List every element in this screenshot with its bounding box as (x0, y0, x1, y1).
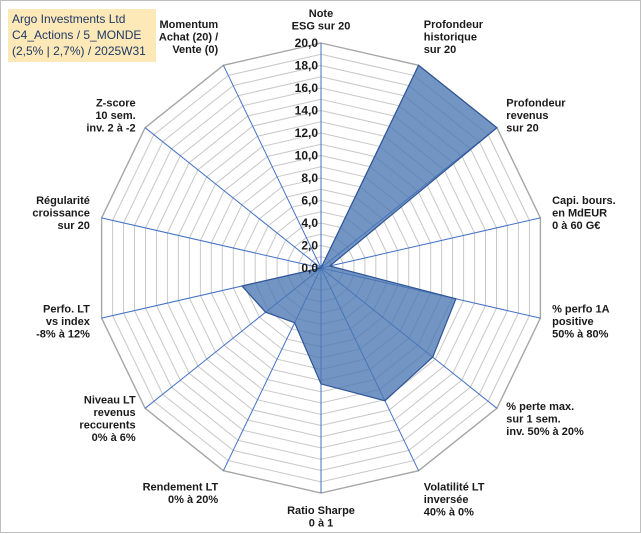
fund-name: Argo Investments Ltd (12, 12, 126, 26)
tick-label: 18,0 (295, 59, 319, 73)
tick-label: 20,0 (295, 36, 319, 50)
axis-label: % perfo 1A positive 50% à 80% (552, 303, 610, 340)
axis-label: Momentum Achat (20) / Vente (0) (159, 19, 219, 56)
tick-label: 2,0 (301, 239, 318, 253)
tick-label: 0,0 (301, 261, 318, 275)
tick-label: 8,0 (301, 171, 318, 185)
axis-spoke (101, 217, 322, 269)
axis-label: Z-score 10 sem. inv. 2 à -2 (86, 98, 135, 135)
fund-period: (2,5% | 2,7%) / 2025W31 (12, 44, 146, 58)
fund-info-box: Argo Investments Ltd C4_Actions / 5_MOND… (8, 9, 156, 62)
axis-spoke (320, 217, 541, 269)
series-area (240, 64, 498, 402)
tick-label: 12,0 (295, 126, 319, 140)
axis-label: Volatilité LT inversée 40% à 0% (424, 482, 485, 519)
axis-labels: Note ESG sur 20 Profondeur historique sur 20… (32, 8, 615, 530)
series-polygon (240, 64, 498, 402)
axis-label: Ratio Sharpe 0 à 1 (287, 505, 355, 530)
axis-label: Rendement LT 0% à 20% (143, 482, 219, 507)
axis-spoke (222, 65, 322, 269)
axis-label: Note ESG sur 20 (292, 8, 351, 33)
axis-spoke (144, 127, 322, 269)
axis-label: Profondeur revenus sur 20 (506, 98, 566, 135)
tick-label: 14,0 (295, 104, 319, 118)
axis-label: Perfo. LT vs index -8% à 12% (36, 303, 91, 340)
fund-category: C4_Actions / 5_MONDE (12, 28, 142, 42)
axis-label: Niveau LT revenus reccurents 0% à 6% (79, 395, 136, 445)
tick-label: 6,0 (301, 194, 318, 208)
axis-label: Capi. bours. en MdEUR 0 à 60 G€ (552, 195, 616, 232)
tick-label: 16,0 (295, 81, 319, 95)
axis-label: % perte max. sur 1 sem. inv. 50% à 20% (506, 401, 584, 438)
axis-label: Profondeur historique sur 20 (424, 19, 484, 56)
axis-label: Régularité croissance sur 20 (32, 195, 89, 232)
tick-label: 4,0 (301, 216, 318, 230)
tick-label: 10,0 (295, 149, 319, 163)
radial-tick-labels: 0,0 2,0 4,0 6,0 8,0 10,0 12,0 14,0 16,0 18,0 20,0 (295, 36, 319, 275)
